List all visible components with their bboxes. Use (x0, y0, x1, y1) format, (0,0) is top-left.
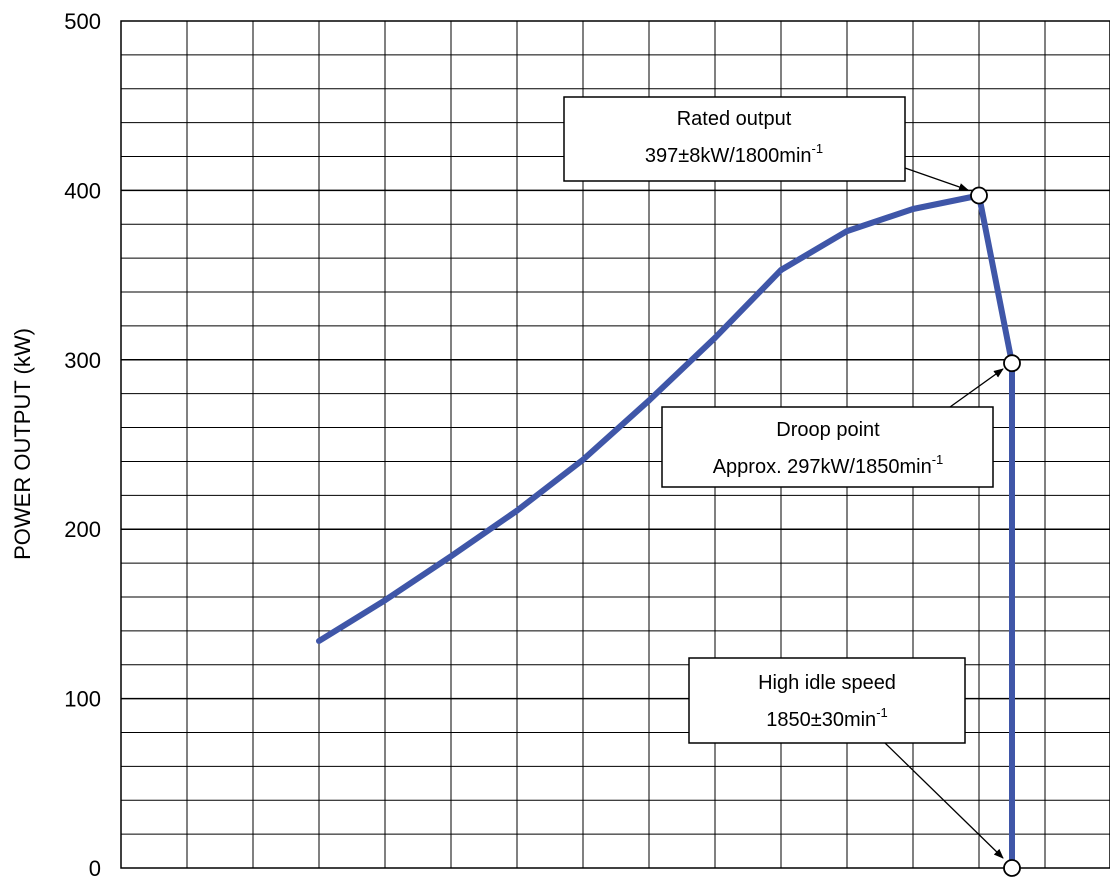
data-point-marker (1004, 860, 1020, 876)
high-idle-value: 1850±30min-1 (766, 705, 888, 731)
y-tick-label: 300 (64, 348, 101, 373)
droop-point-value: Approx. 297kW/1850min-1 (713, 452, 944, 478)
high-idle-title: High idle speed (758, 672, 896, 694)
y-tick-label: 400 (64, 178, 101, 203)
droop-point-title: Droop point (776, 419, 880, 441)
droop-point-arrow (950, 369, 1003, 407)
rated-output-callout: Rated output 397±8kW/1800min-1 (564, 97, 968, 190)
data-point-marker (1004, 355, 1020, 371)
y-tick-label: 200 (64, 517, 101, 542)
droop-point-callout: Droop point Approx. 297kW/1850min-1 (662, 369, 1003, 487)
callouts: Rated output 397±8kW/1800min-1 Droop poi… (564, 97, 1003, 858)
y-tick-labels: 0 100 200 300 400 500 (64, 9, 101, 881)
data-point-marker (971, 187, 987, 203)
rated-output-value: 397±8kW/1800min-1 (645, 141, 823, 167)
y-axis-label: POWER OUTPUT (kW) (10, 328, 35, 560)
high-idle-callout: High idle speed 1850±30min-1 (689, 658, 1003, 858)
y-tick-label: 100 (64, 687, 101, 712)
power-curve-line (319, 196, 1012, 869)
rated-output-arrow (905, 168, 968, 190)
y-tick-label: 500 (64, 9, 101, 34)
rated-output-title: Rated output (677, 108, 792, 130)
y-tick-label: 0 (89, 856, 101, 881)
